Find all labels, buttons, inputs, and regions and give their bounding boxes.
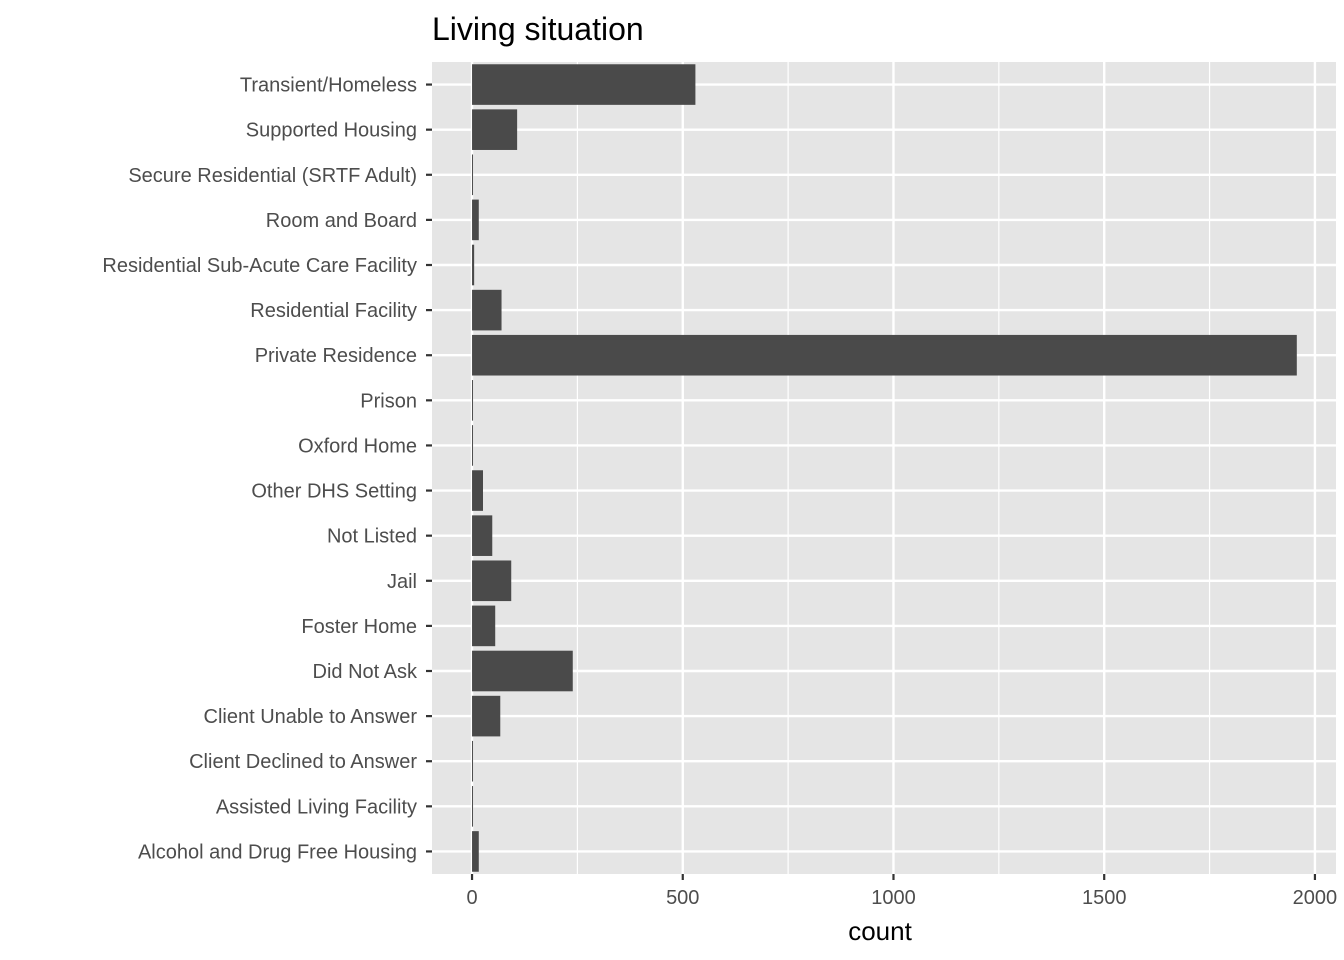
y-tick-label: Foster Home [301, 616, 417, 638]
y-tick-label: Prison [360, 390, 417, 412]
y-tick-label: Supported Housing [246, 120, 417, 142]
bar [472, 786, 474, 827]
bars [472, 64, 1297, 872]
x-tick-label: 1500 [1082, 887, 1127, 909]
bar [472, 64, 696, 105]
x-axis: 0 500 1000 1500 2000 [466, 874, 1337, 909]
x-tick-label: 2000 [1293, 887, 1338, 909]
y-tick-label: Residential Sub-Acute Care Facility [102, 255, 417, 277]
x-axis-title: count [848, 916, 912, 946]
chart-title: Living situation [432, 11, 644, 47]
bar [472, 605, 496, 647]
bar [472, 154, 474, 196]
y-tick-label: Alcohol and Drug Free Housing [138, 841, 417, 863]
bar [472, 650, 573, 692]
bar [472, 515, 493, 556]
y-tick-label: Other DHS Setting [251, 481, 417, 503]
y-tick-label: Residential Facility [250, 300, 417, 322]
bar [472, 199, 479, 241]
bar [472, 470, 483, 511]
bar [472, 334, 1297, 376]
bar [472, 560, 512, 602]
bar [472, 695, 501, 737]
y-tick-label: Private Residence [255, 345, 417, 367]
x-tick-label: 1000 [871, 887, 916, 909]
bar [472, 831, 479, 872]
major-gridlines [432, 62, 1336, 874]
plot-panel [432, 62, 1336, 874]
y-tick-label: Assisted Living Facility [216, 796, 417, 818]
x-tick-label: 0 [466, 887, 477, 909]
y-tick-label: Jail [387, 571, 417, 593]
y-tick-label: Client Unable to Answer [204, 706, 418, 728]
y-tick-label: Oxford Home [298, 435, 417, 457]
y-tick-label: Did Not Ask [313, 661, 418, 683]
bar [472, 425, 474, 466]
y-tick-label: Room and Board [266, 210, 417, 232]
bar [472, 289, 502, 331]
y-tick-label: Transient/Homeless [240, 75, 417, 97]
bar [472, 244, 475, 286]
x-tick-label: 500 [666, 887, 699, 909]
y-tick-label: Client Declined to Answer [189, 751, 417, 773]
y-axis: Transient/Homeless Supported Housing Secur… [102, 75, 432, 863]
y-tick-label: Not Listed [327, 526, 417, 548]
bar [472, 740, 474, 782]
y-tick-label: Secure Residential (SRTF Adult) [128, 165, 417, 187]
bar [472, 109, 518, 150]
minor-gridlines [576, 62, 1211, 874]
bar [472, 380, 474, 421]
